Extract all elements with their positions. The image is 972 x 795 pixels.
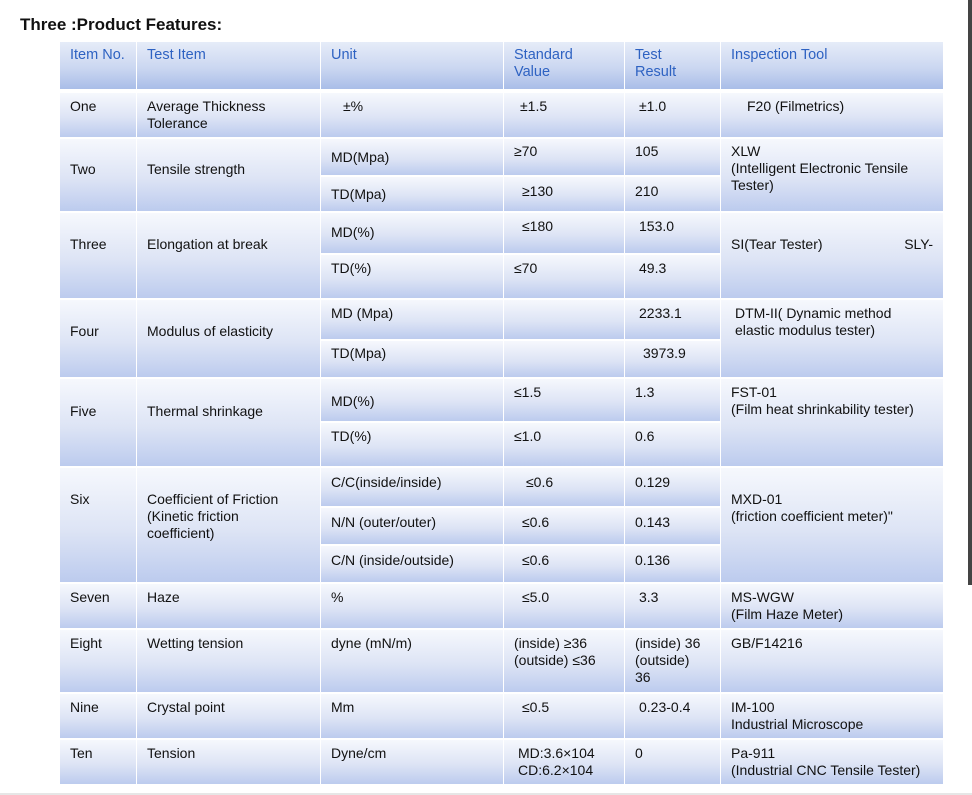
- inspection-tool-cell: XLW (Intelligent Electronic Tensile Test…: [721, 139, 944, 211]
- test-item-cell: Crystal point: [137, 694, 321, 738]
- test-result-cell: 2233.1: [625, 300, 721, 339]
- test-result-cell: 0.136: [625, 546, 721, 582]
- inspection-tool-cell: IM-100 Industrial Microscope: [721, 694, 944, 738]
- page-title: Three :Product Features:: [20, 15, 223, 34]
- inspection-tool-cell: SLY-: [721, 213, 944, 298]
- inspection-tool-cell: F20 (Filmetrics): [721, 93, 944, 137]
- unit-cell: MD(Mpa): [321, 139, 504, 175]
- unit-cell: dyne (mN/m): [321, 630, 504, 692]
- item-no-cell: Eight: [60, 630, 137, 692]
- test-item-cell: Modulus of elasticity: [137, 300, 321, 377]
- test-item-cell: Average Thickness Tolerance: [137, 93, 321, 137]
- item-no-cell: Five: [60, 379, 137, 466]
- test-result-cell: (inside) 36 (outside) 36: [625, 630, 721, 692]
- item-no-cell: Three: [60, 213, 137, 298]
- unit-cell: MD (Mpa): [321, 300, 504, 339]
- standard-value-cell: ≤1.0: [504, 423, 625, 466]
- item-no-cell: Nine: [60, 694, 137, 738]
- inspection-tool-text: SLY-: [904, 236, 933, 252]
- unit-cell: MD(%): [321, 213, 504, 253]
- standard-value-cell: ≥70: [504, 139, 625, 175]
- standard-value-cell: ≤0.5: [504, 694, 625, 738]
- test-result-cell: 0.143: [625, 508, 721, 544]
- test-result-cell: 105: [625, 139, 721, 175]
- header-standard-value: Standard Value: [504, 42, 625, 89]
- unit-cell: C/N (inside/outside): [321, 546, 504, 582]
- inspection-tool-cell: DTM-II( Dynamic method elastic modulus t…: [721, 300, 944, 377]
- test-result-cell: 210: [625, 177, 721, 211]
- unit-cell: TD(Mpa): [321, 341, 504, 377]
- unit-cell: ±%: [321, 93, 504, 137]
- test-item-cell: Wetting tension: [137, 630, 321, 692]
- test-result-cell: 3.3: [625, 584, 721, 628]
- item-no-cell: Ten: [60, 740, 137, 784]
- unit-cell: MD(%): [321, 379, 504, 421]
- test-result-cell: 0: [625, 740, 721, 784]
- unit-cell: Dyne/cm: [321, 740, 504, 784]
- standard-value-cell: [504, 300, 625, 339]
- test-result-cell: 1.3: [625, 379, 721, 421]
- unit-cell: C/C(inside/inside): [321, 468, 504, 506]
- inspection-tool-text: SI(Tear Tester): [731, 236, 823, 252]
- test-result-cell: 3973.9: [625, 341, 721, 377]
- test-result-cell: 49.3: [625, 255, 721, 298]
- item-no-cell: Seven: [60, 584, 137, 628]
- standard-value-cell: ≤5.0: [504, 584, 625, 628]
- standard-value-cell: ≤0.6: [504, 508, 625, 544]
- unit-cell: %: [321, 584, 504, 628]
- inspection-tool-cell: Pa-911 (Industrial CNC Tensile Tester): [721, 740, 944, 784]
- standard-value-cell: ≤0.6: [504, 546, 625, 582]
- item-no-cell: Two: [60, 139, 137, 211]
- test-item-cell: Thermal shrinkage: [137, 379, 321, 466]
- inspection-tool-cell: GB/F14216: [721, 630, 944, 692]
- test-result-cell: 0.129: [625, 468, 721, 506]
- item-no-cell: Six: [60, 468, 137, 582]
- inspection-tool-cell: FST-01 (Film heat shrinkability tester): [721, 379, 944, 466]
- test-item-cell: Coefficient of Friction (Kinetic frictio…: [137, 468, 321, 582]
- standard-value-cell: ±1.5: [504, 93, 625, 137]
- unit-cell: N/N (outer/outer): [321, 508, 504, 544]
- standard-value-cell: MD:3.6×104 CD:6.2×104: [504, 740, 625, 784]
- unit-cell: TD(%): [321, 423, 504, 466]
- standard-value-cell: ≤70: [504, 255, 625, 298]
- vertical-scrollbar[interactable]: [968, 0, 972, 585]
- item-no-cell: Four: [60, 300, 137, 377]
- page-divider: [0, 793, 972, 795]
- standard-value-cell: (inside) ≥36 (outside) ≤36: [504, 630, 625, 692]
- test-result-cell: 0.23-0.4: [625, 694, 721, 738]
- test-item-cell: Tension: [137, 740, 321, 784]
- item-no-cell: One: [60, 93, 137, 137]
- header-item-no: Item No.: [60, 42, 137, 89]
- test-result-cell: 153.0: [625, 213, 721, 253]
- standard-value-cell: ≤180: [504, 213, 625, 253]
- header-test-item: Test Item: [137, 42, 321, 89]
- inspection-tool-cell: MXD-01 (friction coefficient meter)": [721, 468, 944, 582]
- test-item-cell: Tensile strength: [137, 139, 321, 211]
- unit-cell: Mm: [321, 694, 504, 738]
- test-result-cell: 0.6: [625, 423, 721, 466]
- unit-cell: TD(%): [321, 255, 504, 298]
- header-inspection-tool: Inspection Tool: [721, 42, 944, 89]
- header-unit: Unit: [321, 42, 504, 89]
- header-test-result: Test Result: [625, 42, 721, 89]
- test-item-cell: Elongation at break: [137, 213, 321, 298]
- inspection-tool-cell: MS-WGW (Film Haze Meter): [721, 584, 944, 628]
- standard-value-cell: [504, 341, 625, 377]
- standard-value-cell: ≤1.5: [504, 379, 625, 421]
- test-result-cell: ±1.0: [625, 93, 721, 137]
- standard-value-cell: ≤0.6: [504, 468, 625, 506]
- unit-cell: TD(Mpa): [321, 177, 504, 211]
- test-item-cell: Haze: [137, 584, 321, 628]
- standard-value-cell: ≥130: [504, 177, 625, 211]
